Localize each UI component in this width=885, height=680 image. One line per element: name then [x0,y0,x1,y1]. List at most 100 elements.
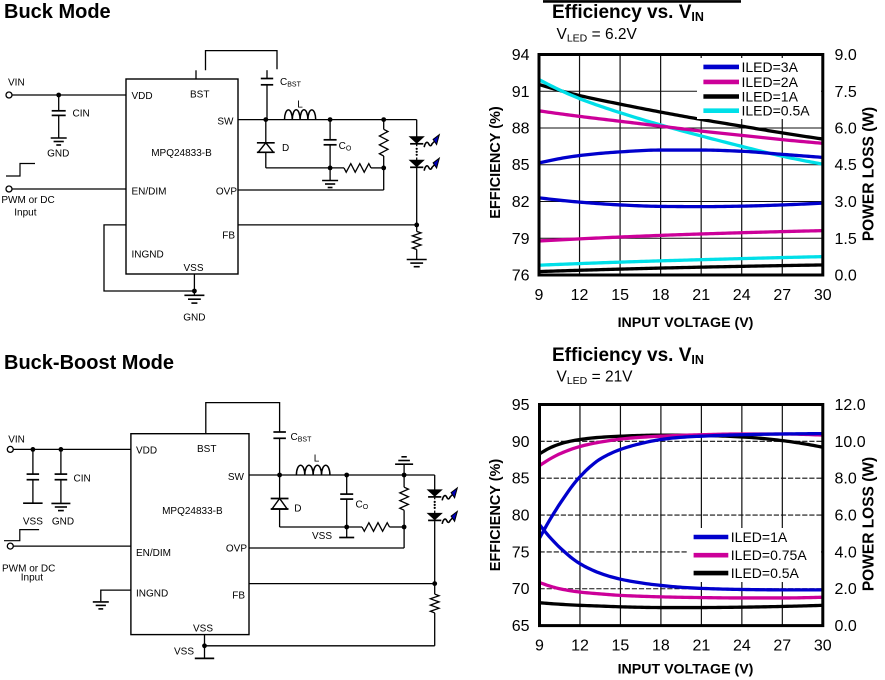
svg-text:6.0: 6.0 [835,121,857,138]
svg-text:OVP: OVP [216,186,237,197]
svg-text:30: 30 [814,638,832,655]
svg-text:EFFICIENCY (%): EFFICIENCY (%) [488,459,504,572]
svg-text:Input: Input [14,207,36,218]
svg-text:BST: BST [197,444,216,455]
svg-text:91: 91 [512,84,530,101]
svg-text:D: D [282,143,289,154]
svg-text:MPQ24833-B: MPQ24833-B [162,506,223,517]
svg-text:VSS: VSS [174,647,194,658]
svg-text:VSS: VSS [312,531,332,542]
svg-text:PWM or DC: PWM or DC [2,564,55,575]
svg-text:PWM or DC: PWM or DC [1,195,54,206]
svg-text:2.0: 2.0 [835,581,857,598]
svg-text:18: 18 [652,638,670,655]
svg-text:65: 65 [512,618,530,635]
svg-text:94: 94 [512,47,530,64]
svg-text:CIN: CIN [74,474,91,485]
svg-text:76: 76 [512,268,530,285]
svg-text:79: 79 [512,231,530,248]
svg-text:INPUT VOLTAGE (V): INPUT VOLTAGE (V) [618,662,754,678]
svg-text:85: 85 [512,157,530,174]
svg-text:82: 82 [512,194,530,211]
svg-text:BST: BST [190,90,209,101]
svg-text:SW: SW [228,472,245,483]
svg-text:7.5: 7.5 [835,84,857,101]
svg-text:4.5: 4.5 [835,157,857,174]
svg-text:21: 21 [692,287,710,304]
svg-text:1.5: 1.5 [835,231,857,248]
svg-text:ILED=1A: ILED=1A [742,89,799,105]
svg-text:24: 24 [733,638,751,655]
svg-text:VSS: VSS [193,624,213,635]
svg-text:INPUT VOLTAGE (V): INPUT VOLTAGE (V) [618,315,754,331]
svg-text:12: 12 [571,638,589,655]
svg-text:VLED = 6.2V: VLED = 6.2V [557,26,638,44]
svg-text:INGND: INGND [136,589,168,600]
svg-text:VDD: VDD [136,446,157,457]
svg-text:0.0: 0.0 [835,268,857,285]
svg-text:L: L [314,454,320,465]
svg-text:Input: Input [21,573,43,584]
svg-text:CIN: CIN [73,109,90,120]
svg-text:90: 90 [512,434,530,451]
svg-text:GND: GND [47,148,69,159]
svg-text:VSS: VSS [183,263,203,274]
svg-text:95: 95 [512,397,530,414]
svg-text:GND: GND [52,517,74,528]
svg-text:INGND: INGND [132,250,164,261]
svg-text:3.0: 3.0 [835,194,857,211]
svg-text:30: 30 [814,287,832,304]
svg-text:70: 70 [512,581,530,598]
svg-text:GND: GND [183,313,205,324]
svg-text:88: 88 [512,121,530,138]
svg-text:CO: CO [356,500,369,512]
svg-text:Buck-Boost Mode: Buck-Boost Mode [4,352,174,374]
svg-text:CO: CO [339,141,352,153]
svg-text:0.0: 0.0 [835,618,857,635]
svg-text:FB: FB [232,591,245,602]
svg-text:EN/DIM: EN/DIM [136,548,171,559]
svg-text:15: 15 [612,638,630,655]
svg-text:ILED=0.5A: ILED=0.5A [731,565,800,581]
svg-text:VSS: VSS [23,517,43,528]
svg-text:OVP: OVP [226,544,247,555]
svg-text:VIN: VIN [8,78,25,89]
svg-text:9: 9 [535,287,544,304]
svg-text:9.0: 9.0 [835,47,857,64]
svg-text:8.0: 8.0 [835,471,857,488]
svg-text:Efficiency vs. VIN: Efficiency vs. VIN [552,345,704,367]
svg-text:ILED=3A: ILED=3A [742,59,799,75]
svg-text:POWER LOSS (W): POWER LOSS (W) [861,457,878,591]
svg-text:POWER LOSS (W): POWER LOSS (W) [861,107,878,241]
svg-text:4.0: 4.0 [835,544,857,561]
svg-text:80: 80 [512,508,530,525]
svg-text:CBST: CBST [280,77,302,89]
svg-text:27: 27 [773,287,791,304]
svg-text:Efficiency vs. VIN: Efficiency vs. VIN [552,2,704,24]
svg-text:FB: FB [222,231,235,242]
svg-text:27: 27 [773,638,791,655]
svg-text:D: D [294,504,301,515]
svg-text:6.0: 6.0 [835,508,857,525]
svg-text:VDD: VDD [132,91,153,102]
svg-text:CBST: CBST [291,432,313,444]
svg-text:9: 9 [535,638,544,655]
svg-text:Buck Mode: Buck Mode [4,1,111,23]
svg-text:SW: SW [217,116,234,127]
svg-text:10.0: 10.0 [835,434,866,451]
svg-text:12: 12 [571,287,589,304]
svg-text:ILED=0.5A: ILED=0.5A [742,103,811,119]
svg-text:24: 24 [733,287,751,304]
svg-text:75: 75 [512,544,530,561]
svg-text:VLED = 21V: VLED = 21V [557,369,634,387]
svg-text:VIN: VIN [8,435,25,446]
svg-text:ILED=0.75A: ILED=0.75A [731,547,808,563]
svg-text:EFFICIENCY (%): EFFICIENCY (%) [488,106,504,219]
svg-text:15: 15 [611,287,629,304]
svg-text:ILED=2A: ILED=2A [742,74,799,90]
svg-text:MPQ24833-B: MPQ24833-B [151,148,212,159]
svg-text:L: L [297,100,303,111]
svg-text:18: 18 [652,287,670,304]
svg-text:ILED=1A: ILED=1A [731,529,788,545]
svg-text:85: 85 [512,471,530,488]
